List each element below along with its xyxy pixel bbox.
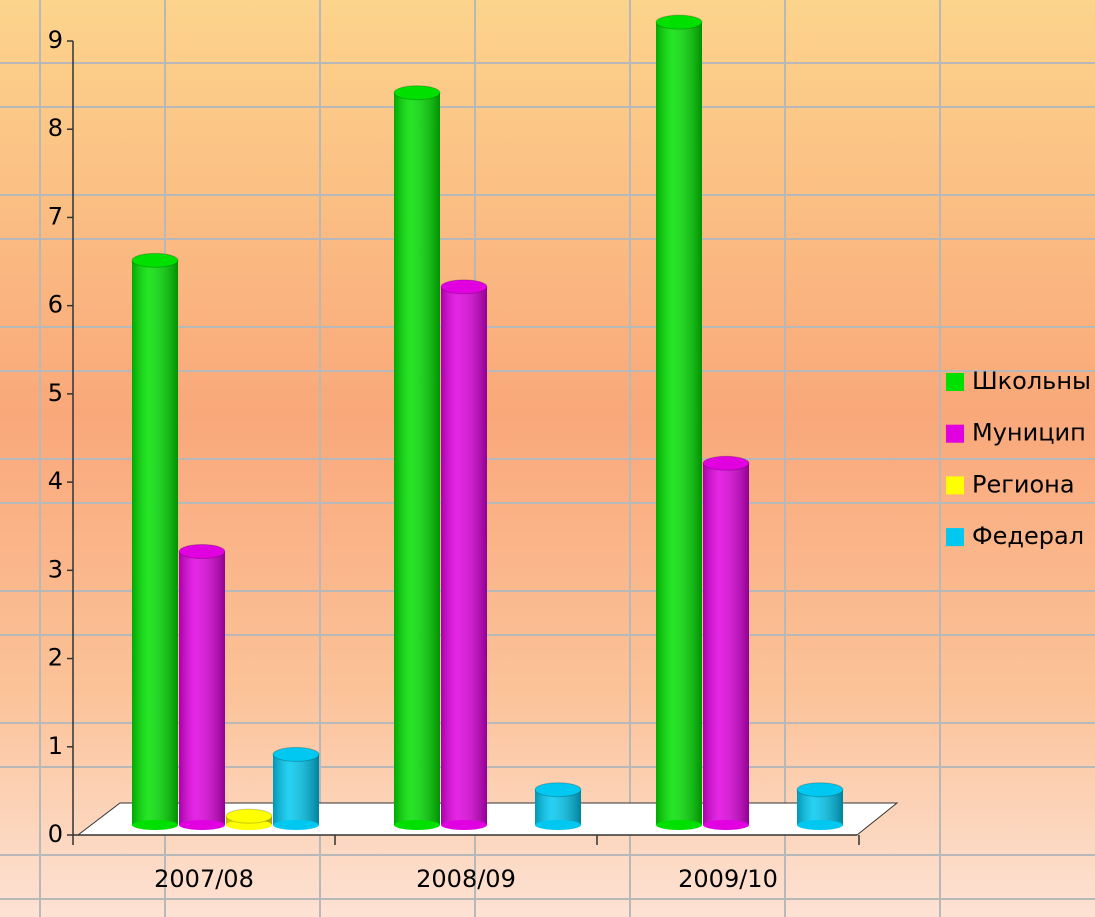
bar-top (796, 782, 844, 798)
bar-shade (394, 92, 440, 825)
bar-shade (179, 551, 225, 825)
y-tick-label: 1 (48, 732, 63, 760)
x-tick-label: 2008/09 (416, 865, 516, 893)
legend-swatch (946, 528, 964, 547)
x-tick-label: 2009/10 (678, 865, 778, 893)
y-tick-label: 0 (48, 820, 63, 848)
y-tick-label: 7 (48, 202, 63, 230)
bar-base (703, 820, 749, 830)
y-tick-label: 3 (48, 555, 63, 583)
bar-base (535, 820, 581, 830)
legend-label: Региона (972, 470, 1075, 498)
bar-top (702, 455, 750, 471)
x-tick-label: 2007/08 (154, 865, 254, 893)
bar-top (534, 782, 582, 798)
bar-shade (132, 260, 178, 825)
bar-base (797, 820, 843, 830)
bar-top (272, 746, 320, 762)
bar-base (394, 820, 440, 830)
bar-top (440, 279, 488, 295)
bar-base (179, 820, 225, 830)
bar-shade (656, 22, 702, 825)
bar-shade (273, 754, 319, 825)
bar-top (393, 85, 441, 101)
bar-top (655, 14, 703, 30)
bar-shade (703, 463, 749, 825)
bar-top (178, 544, 226, 560)
bar-shade (441, 286, 487, 825)
legend-label: Школьны (972, 367, 1091, 395)
bar-top (131, 252, 179, 268)
legend-label: Муницип (972, 419, 1086, 447)
legend-label: Федерал (972, 522, 1084, 550)
y-tick-label: 5 (48, 379, 63, 407)
y-tick-label: 6 (48, 291, 63, 319)
bar-base (656, 820, 702, 830)
bar-base (226, 820, 272, 830)
y-tick-label: 2 (48, 644, 63, 672)
bar-base (132, 820, 178, 830)
bar-top (225, 808, 273, 824)
bar-base (273, 820, 319, 830)
y-tick-label: 4 (48, 467, 63, 495)
bar-base (441, 820, 487, 830)
y-tick-label: 8 (48, 114, 63, 142)
y-tick-label: 9 (48, 26, 63, 54)
legend-swatch (946, 476, 964, 495)
legend-swatch (946, 424, 964, 443)
legend-swatch (946, 373, 964, 391)
